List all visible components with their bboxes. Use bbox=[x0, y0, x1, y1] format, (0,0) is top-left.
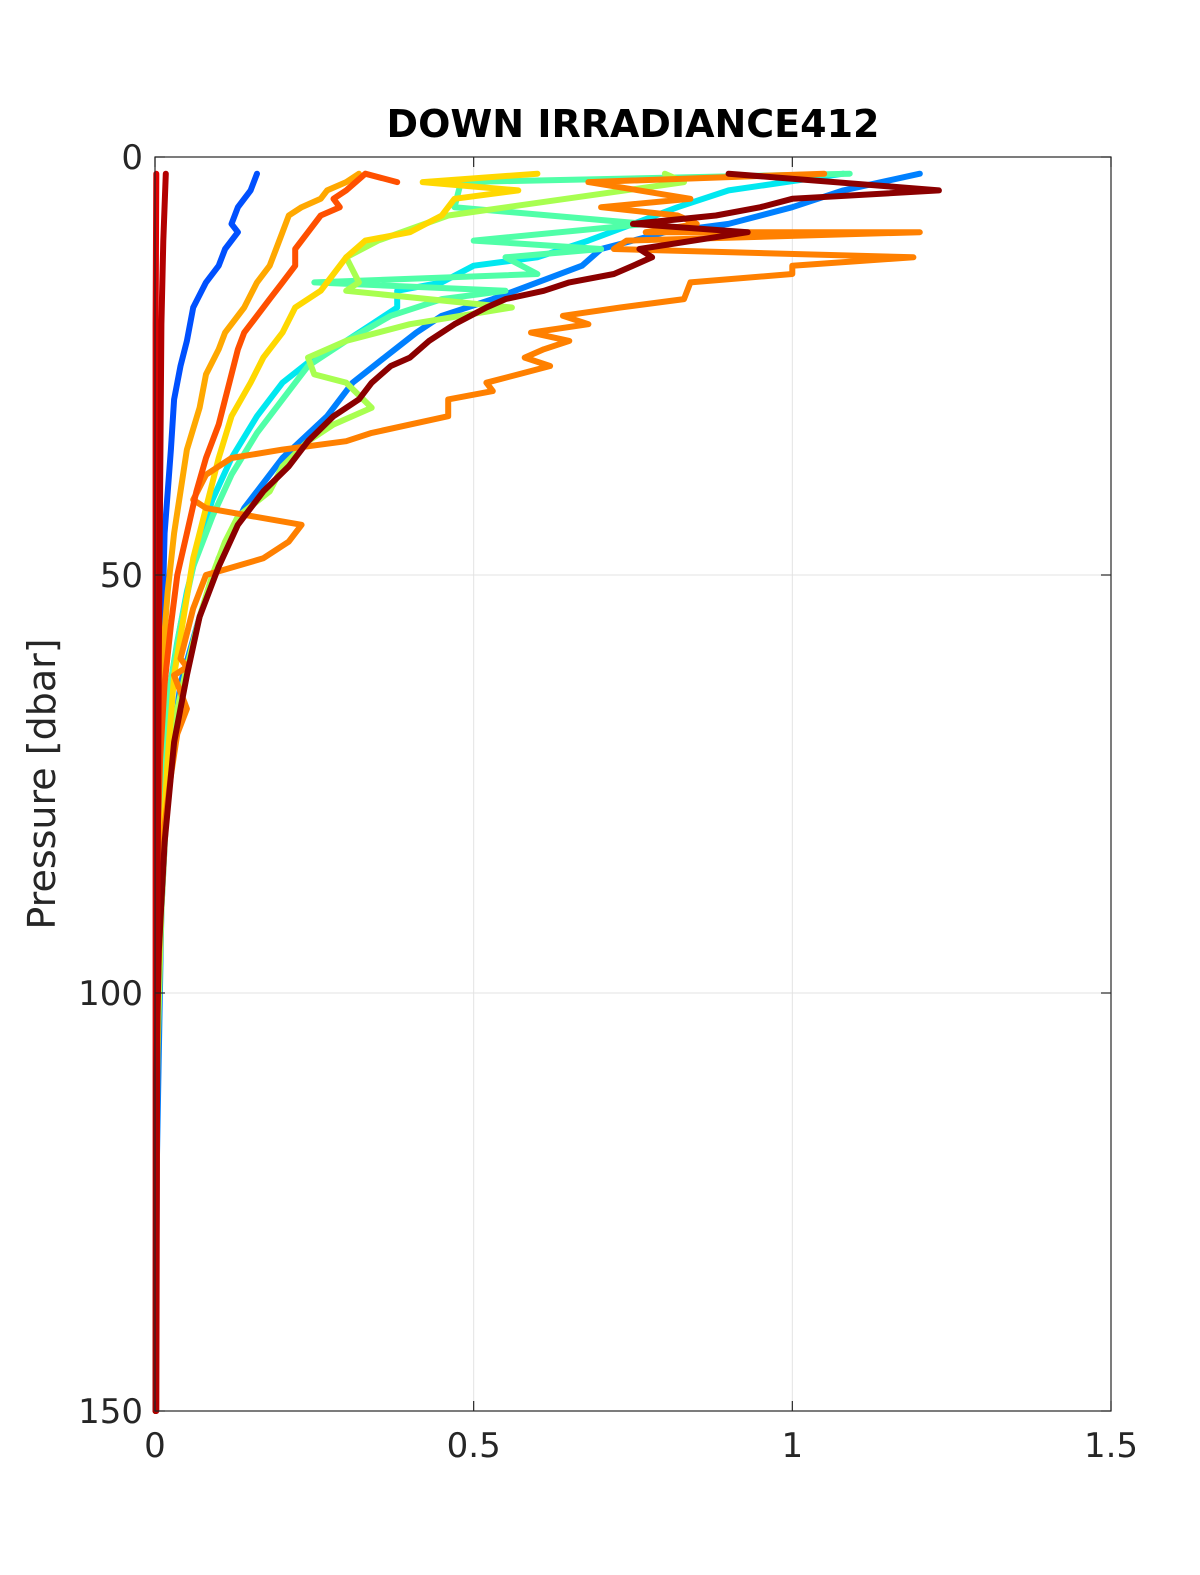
ticks: 0 0.5 1 1.5 0 50 100 150 bbox=[78, 138, 1138, 1466]
y-tick-label: 150 bbox=[78, 1392, 143, 1432]
chart-title: DOWN IRRADIANCE412 bbox=[387, 102, 880, 146]
grid bbox=[155, 157, 1111, 1411]
y-tick-label: 50 bbox=[100, 556, 143, 596]
series-line-9 bbox=[152, 170, 401, 1414]
series-line-7 bbox=[152, 170, 362, 1414]
y-tick-label: 100 bbox=[78, 974, 143, 1014]
series-line-8 bbox=[152, 170, 923, 1414]
x-tick-label: 1.5 bbox=[1084, 1426, 1138, 1466]
x-tick-label: 1 bbox=[782, 1426, 804, 1466]
x-tick-label: 0 bbox=[144, 1426, 166, 1466]
x-tick-label: 0.5 bbox=[447, 1426, 501, 1466]
series-line-11 bbox=[152, 170, 942, 1414]
y-tick-label: 0 bbox=[121, 138, 143, 178]
plot-frame bbox=[154, 156, 1112, 1412]
y-axis-label: Pressure [dbar] bbox=[20, 638, 64, 929]
series-line-6 bbox=[152, 170, 541, 1414]
